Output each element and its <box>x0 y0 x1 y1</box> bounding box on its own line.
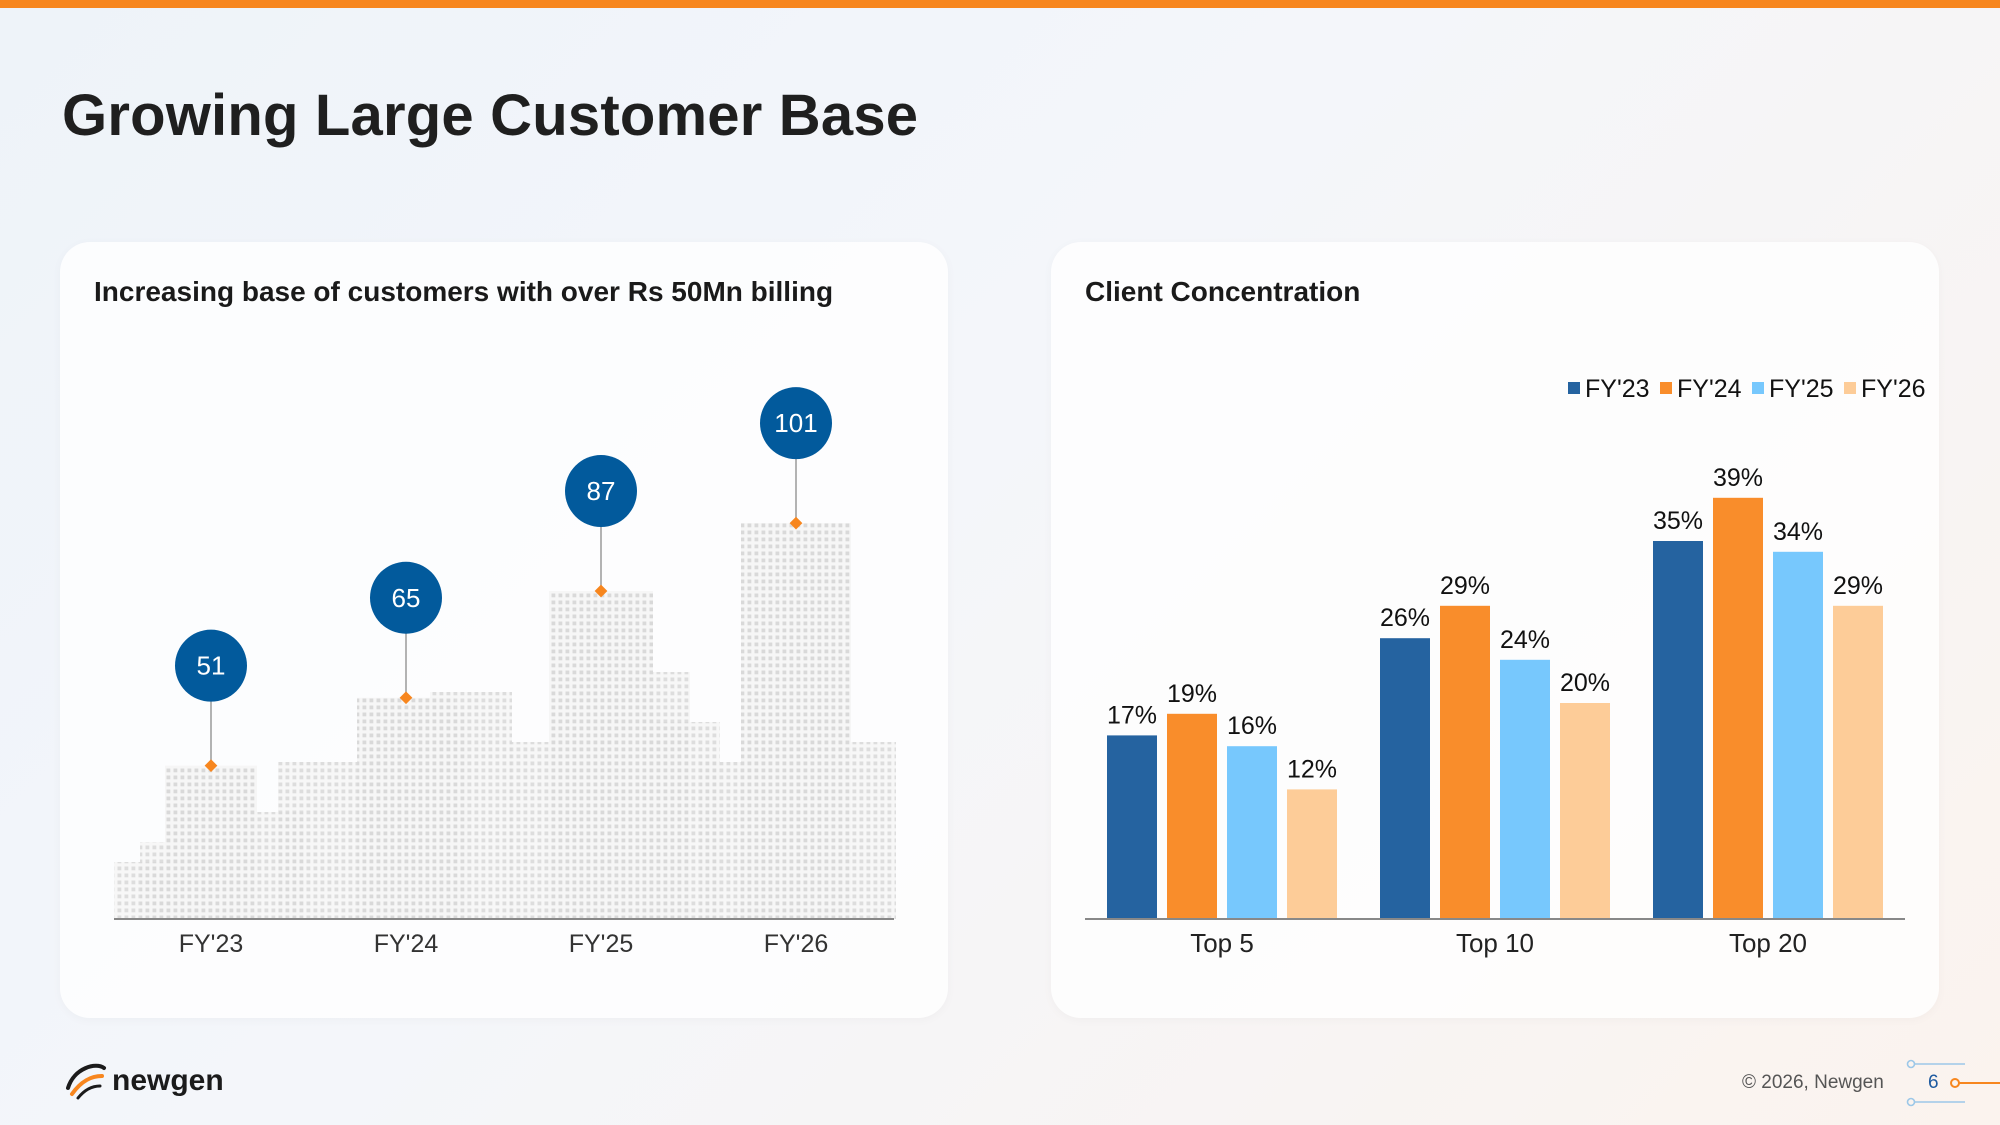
slide-title: Growing Large Customer Base <box>62 83 919 148</box>
data-label: 29% <box>1440 572 1490 600</box>
x-tick-label: Top 20 <box>1729 928 1807 958</box>
circuit-decoration-icon <box>1906 1059 2000 1107</box>
newgen-swirl-icon <box>66 1063 106 1100</box>
customer-base-chart-title: Increasing base of customers with over R… <box>94 276 834 307</box>
value-building <box>165 765 257 919</box>
value-label: 65 <box>392 583 421 613</box>
building-filler <box>278 762 362 919</box>
bar <box>1227 746 1277 919</box>
data-label: 19% <box>1167 680 1217 708</box>
customer-base-chart: 51 FY'23 65 FY'24 87 FY'25 101 FY'26 <box>114 387 896 958</box>
legend-label: FY'26 <box>1861 375 1926 403</box>
bar <box>1713 497 1763 919</box>
legend-swatch <box>1568 382 1580 394</box>
bar <box>1380 638 1430 919</box>
client-concentration-chart-title: Client Concentration <box>1085 276 1361 307</box>
bar <box>1500 659 1550 919</box>
bar <box>1833 605 1883 919</box>
value-label: 101 <box>774 408 817 438</box>
data-label: 29% <box>1833 572 1883 600</box>
legend-swatch <box>1660 382 1672 394</box>
page-number: 6 <box>1928 1072 1939 1093</box>
value-bubble <box>370 561 442 634</box>
bar <box>1440 605 1490 919</box>
data-label: 16% <box>1227 712 1277 740</box>
value-building <box>357 697 455 919</box>
x-tick-label: FY'25 <box>569 930 634 958</box>
legend-label: FY'25 <box>1769 375 1834 403</box>
copyright-text: © 2026, Newgen <box>1742 1072 1884 1093</box>
data-label: 17% <box>1107 701 1157 729</box>
value-label: 51 <box>197 651 226 681</box>
value-bubble <box>565 455 637 528</box>
client-concentration-card: Client Concentration 17% 19% 16% 12% Top 5 26… <box>1051 242 1939 1018</box>
x-tick-label: Top 5 <box>1190 928 1254 958</box>
x-tick-label: FY'23 <box>179 930 244 958</box>
value-label: 87 <box>587 476 616 506</box>
legend-label: FY'24 <box>1677 375 1742 403</box>
legend: FY'23 FY'24 FY'25 FY'26 <box>1568 375 1926 403</box>
data-label: 35% <box>1653 507 1703 535</box>
legend-swatch <box>1752 382 1764 394</box>
bar <box>1287 789 1337 919</box>
top-accent-bar <box>0 0 2000 8</box>
bar <box>1560 703 1610 919</box>
data-label: 20% <box>1560 669 1610 697</box>
bar <box>1107 735 1157 919</box>
bar <box>1773 551 1823 919</box>
bar <box>1167 713 1217 919</box>
value-building <box>549 591 653 919</box>
skyline-background <box>114 523 896 919</box>
logo-wordmark: newgen <box>112 1064 224 1097</box>
data-label: 12% <box>1287 755 1337 783</box>
x-tick-label: FY'24 <box>374 930 439 958</box>
data-label: 34% <box>1773 518 1823 546</box>
x-tick-label: FY'26 <box>764 930 829 958</box>
data-label: 26% <box>1380 604 1430 632</box>
value-bubble <box>760 387 832 460</box>
client-concentration-chart: 17% 19% 16% 12% Top 5 26% 29% 24% 20% Top 10 35% 39… <box>1085 375 1926 958</box>
value-bubble <box>175 629 247 702</box>
data-label: 39% <box>1713 464 1763 492</box>
legend-label: FY'23 <box>1585 375 1650 403</box>
x-tick-label: Top 10 <box>1456 928 1534 958</box>
bar <box>1653 541 1703 919</box>
legend-swatch <box>1844 382 1856 394</box>
customer-base-card: Increasing base of customers with over R… <box>60 242 948 1018</box>
newgen-logo: newgen <box>62 1058 232 1106</box>
value-building <box>741 523 851 919</box>
data-label: 24% <box>1500 626 1550 654</box>
